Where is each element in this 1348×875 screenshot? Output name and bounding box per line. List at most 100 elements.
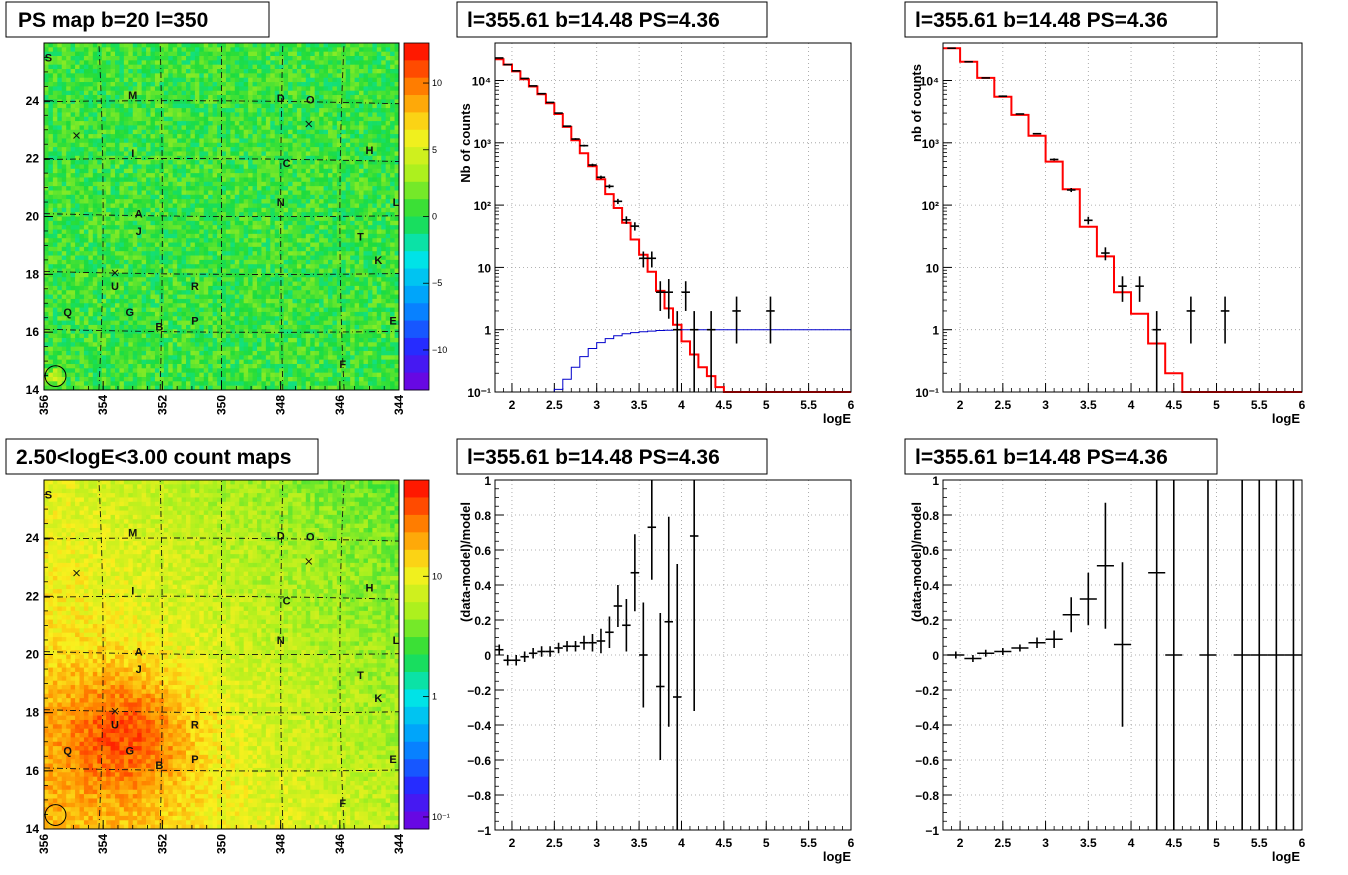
- heat-cell: [239, 203, 244, 208]
- heat-cell: [88, 217, 93, 222]
- heat-cell: [128, 43, 133, 48]
- heat-cell: [177, 295, 182, 300]
- heat-cell: [66, 243, 71, 248]
- heat-cell: [208, 264, 213, 269]
- heat-cell: [204, 295, 209, 300]
- heat-cell: [266, 108, 271, 113]
- heat-cell: [355, 125, 360, 130]
- heat-cell: [324, 203, 329, 208]
- heat-cell: [350, 238, 355, 243]
- heat-cell: [244, 52, 249, 57]
- heat-cell: [199, 52, 204, 57]
- heat-cell: [350, 52, 355, 57]
- heat-cell: [372, 286, 377, 291]
- heat-cell: [208, 169, 213, 174]
- heat-cell: [168, 78, 173, 83]
- heat-cell: [337, 169, 342, 174]
- heat-cell: [204, 69, 209, 74]
- heat-cell: [364, 238, 369, 243]
- heat-cell: [377, 247, 382, 252]
- heat-cell: [230, 186, 235, 191]
- heat-cell: [44, 221, 49, 226]
- heat-cell: [88, 130, 93, 135]
- heat-cell: [177, 230, 182, 235]
- heat-cell: [266, 238, 271, 243]
- heat-cell: [80, 208, 85, 213]
- heat-cell: [142, 125, 147, 130]
- heat-cell: [190, 147, 195, 152]
- heat-cell: [57, 65, 62, 70]
- heat-cell: [102, 247, 107, 252]
- heat-cell: [106, 164, 111, 169]
- heat-cell: [213, 82, 218, 87]
- heat-cell: [84, 47, 89, 52]
- heat-cell: [306, 230, 311, 235]
- heat-cell: [328, 86, 333, 91]
- heat-cell: [159, 56, 164, 61]
- heat-cell: [57, 78, 62, 83]
- heat-cell: [248, 221, 253, 226]
- heat-cell: [57, 95, 62, 100]
- heat-cell: [328, 108, 333, 113]
- heat-cell: [159, 217, 164, 222]
- heat-cell: [133, 169, 138, 174]
- heat-cell: [306, 195, 311, 200]
- heat-cell: [372, 138, 377, 143]
- heat-cell: [66, 256, 71, 261]
- heat-cell: [124, 186, 129, 191]
- heat-cell: [301, 60, 306, 65]
- heat-cell: [253, 43, 258, 48]
- heat-cell: [128, 264, 133, 269]
- heat-cell: [164, 256, 169, 261]
- heat-cell: [261, 160, 266, 165]
- heat-cell: [248, 251, 253, 256]
- heat-cell: [257, 190, 262, 195]
- heat-cell: [164, 91, 169, 96]
- heat-cell: [44, 177, 49, 182]
- heat-cell: [377, 156, 382, 161]
- heat-cell: [48, 78, 53, 83]
- heat-cell: [350, 125, 355, 130]
- heat-cell: [275, 256, 280, 261]
- heat-cell: [177, 91, 182, 96]
- heat-cell: [57, 203, 62, 208]
- heat-cell: [75, 125, 80, 130]
- heat-cell: [279, 260, 284, 265]
- heat-cell: [208, 230, 213, 235]
- heat-cell: [66, 295, 71, 300]
- heat-cell: [190, 199, 195, 204]
- heat-cell: [310, 282, 315, 287]
- heat-cell: [270, 169, 275, 174]
- heat-cell: [226, 56, 231, 61]
- heat-cell: [328, 47, 333, 52]
- heat-cell: [75, 130, 80, 135]
- heat-cell: [377, 234, 382, 239]
- heat-cell: [328, 147, 333, 152]
- heat-cell: [102, 243, 107, 248]
- heat-cell: [350, 217, 355, 222]
- heat-cell: [186, 247, 191, 252]
- heat-cell: [62, 243, 67, 248]
- heat-cell: [151, 95, 156, 100]
- heat-cell: [177, 86, 182, 91]
- heat-cell: [368, 234, 373, 239]
- heat-cell: [177, 73, 182, 78]
- heat-cell: [106, 221, 111, 226]
- heat-cell: [270, 173, 275, 178]
- heat-cell: [44, 277, 49, 282]
- heat-cell: [124, 43, 129, 48]
- heat-cell: [332, 260, 337, 265]
- heat-cell: [93, 203, 98, 208]
- heat-cell: [80, 99, 85, 104]
- heat-cell: [364, 134, 369, 139]
- heat-cell: [288, 73, 293, 78]
- heat-cell: [222, 47, 227, 52]
- heat-cell: [71, 65, 76, 70]
- heat-cell: [386, 73, 391, 78]
- heat-cell: [275, 269, 280, 274]
- heat-cell: [128, 117, 133, 122]
- heat-cell: [133, 160, 138, 165]
- heat-cell: [368, 203, 373, 208]
- heat-cell: [204, 217, 209, 222]
- heat-cell: [319, 299, 324, 304]
